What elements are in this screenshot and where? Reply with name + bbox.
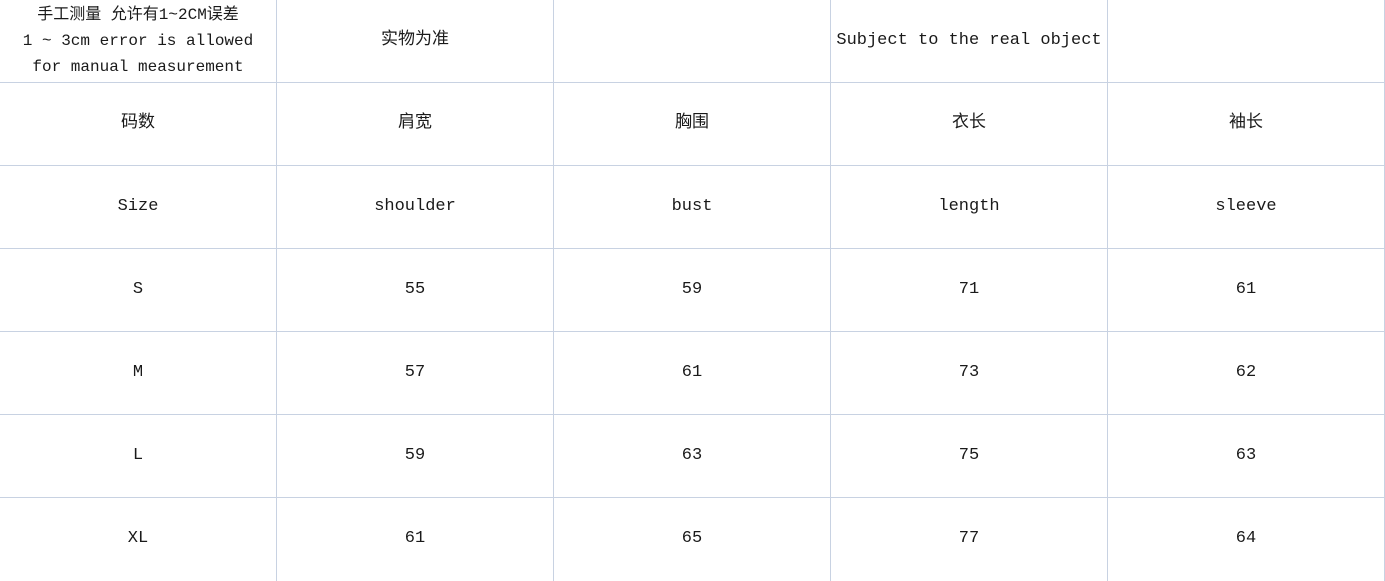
cell-l-shoulder: 59 — [277, 415, 554, 498]
cell-l-bust: 63 — [554, 415, 831, 498]
header-en-length: length — [831, 166, 1108, 249]
note-subject-en: Subject to the real object — [836, 30, 1102, 50]
cell-s-length: 71 — [831, 249, 1108, 332]
header-en-bust: bust — [554, 166, 831, 249]
header-en-shoulder: shoulder — [277, 166, 554, 249]
header-en-size: Size — [0, 166, 277, 249]
cell-s-bust: 59 — [554, 249, 831, 332]
cell-l-length: 75 — [831, 415, 1108, 498]
cell-s-size: S — [0, 249, 277, 332]
cell-xl-size: XL — [0, 498, 277, 581]
note-manual-en-line1: 1 ~ 3cm error is allowed — [22, 32, 254, 50]
note-empty-cell-1 — [554, 0, 831, 83]
cell-xl-bust: 65 — [554, 498, 831, 581]
cell-m-bust: 61 — [554, 332, 831, 415]
header-cn-sleeve: 袖长 — [1108, 83, 1385, 166]
note-manual-measurement-cell: 手工测量 允许有1~2CM误差 1 ~ 3cm error is allowed… — [0, 0, 277, 83]
header-cn-shoulder: 肩宽 — [277, 83, 554, 166]
header-cn-size: 码数 — [0, 83, 277, 166]
header-en-sleeve: sleeve — [1108, 166, 1385, 249]
note-manual-cn: 手工测量 允许有1~2CM误差 — [37, 6, 239, 24]
cell-s-shoulder: 55 — [277, 249, 554, 332]
note-subject-en-cell: Subject to the real object — [831, 0, 1108, 83]
note-empty-cell-2 — [1108, 0, 1385, 83]
cell-m-size: M — [0, 332, 277, 415]
cell-l-sleeve: 63 — [1108, 415, 1385, 498]
cell-m-sleeve: 62 — [1108, 332, 1385, 415]
cell-m-length: 73 — [831, 332, 1108, 415]
cell-s-sleeve: 61 — [1108, 249, 1385, 332]
note-manual-measurement-text: 手工测量 允许有1~2CM误差 1 ~ 3cm error is allowed… — [23, 2, 253, 80]
header-cn-bust: 胸围 — [554, 83, 831, 166]
cell-l-size: L — [0, 415, 277, 498]
header-cn-length: 衣长 — [831, 83, 1108, 166]
cell-m-shoulder: 57 — [277, 332, 554, 415]
cell-xl-shoulder: 61 — [277, 498, 554, 581]
note-subject-cn-cell: 实物为准 — [277, 0, 554, 83]
cell-xl-length: 77 — [831, 498, 1108, 581]
note-subject-cn: 实物为准 — [381, 30, 449, 50]
note-manual-en-line2: for manual measurement — [32, 58, 244, 76]
cell-xl-sleeve: 64 — [1108, 498, 1385, 581]
